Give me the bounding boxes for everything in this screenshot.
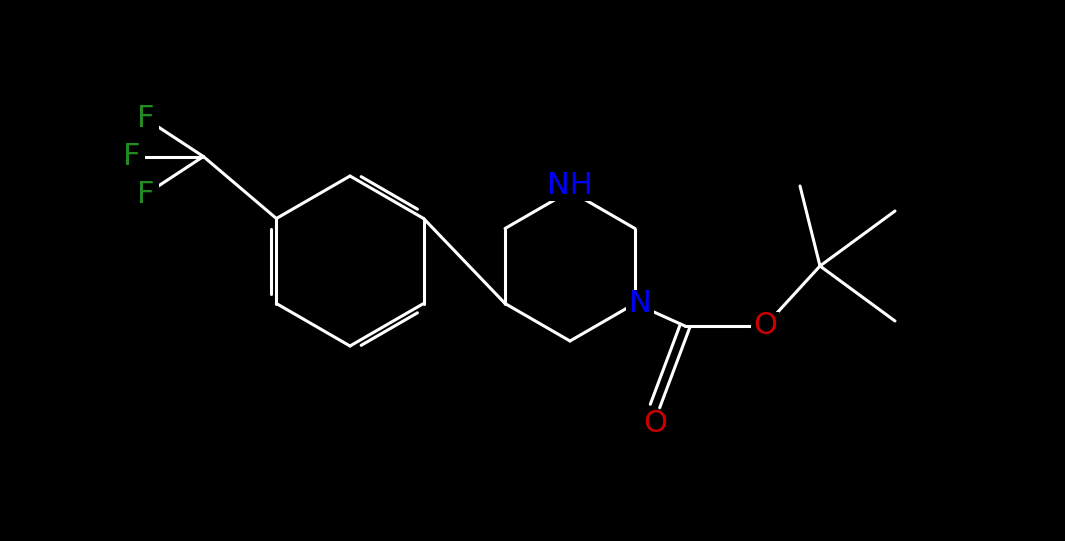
Bar bbox=[131, 181, 160, 208]
Text: O: O bbox=[643, 410, 667, 439]
Bar bbox=[117, 142, 146, 170]
Text: F: F bbox=[136, 104, 154, 133]
Bar bbox=[641, 410, 669, 438]
Bar bbox=[751, 312, 779, 340]
Text: N: N bbox=[628, 289, 652, 318]
Text: F: F bbox=[136, 180, 154, 209]
Bar bbox=[547, 171, 592, 201]
Bar bbox=[626, 289, 654, 318]
Text: F: F bbox=[122, 142, 141, 171]
Bar bbox=[131, 104, 160, 133]
Text: O: O bbox=[753, 312, 777, 340]
Text: NH: NH bbox=[547, 171, 593, 201]
